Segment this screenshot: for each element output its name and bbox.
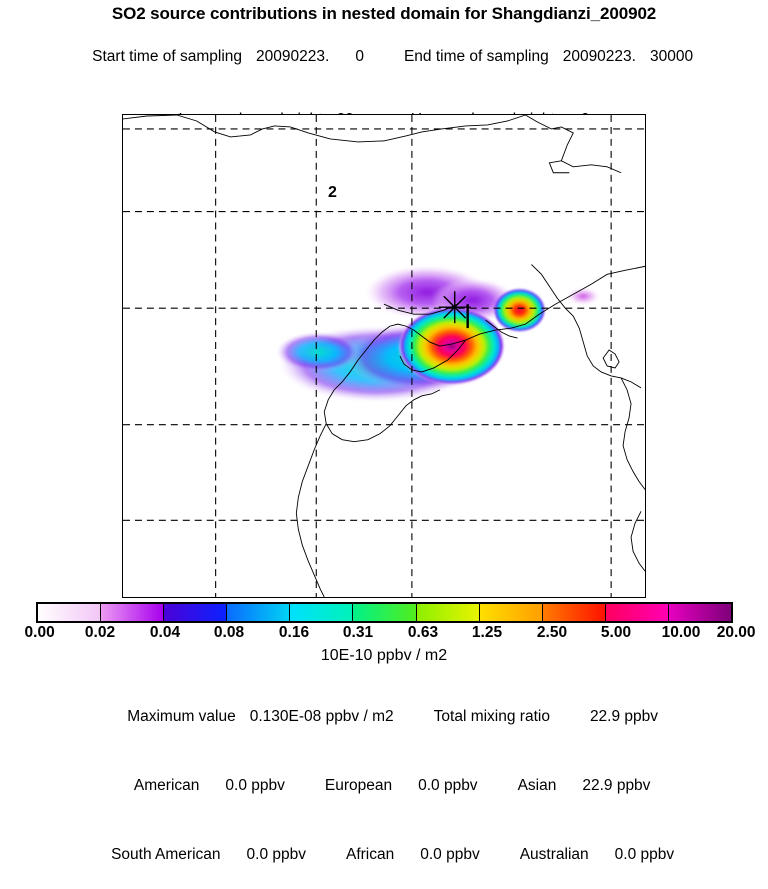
statistics-block: Maximum value 0.130E-08 ppbv / m2 Total mi…: [0, 682, 768, 889]
colorbar-band-10: [668, 604, 732, 621]
end-date-value: 20090223.: [562, 48, 636, 65]
colorbar-tick-6: 0.63: [407, 624, 439, 641]
max-value: 0.130E-08 ppbv / m2: [249, 708, 394, 725]
max-value-label: Maximum value: [127, 708, 236, 725]
colorbar-tick-8: 2.50: [536, 624, 568, 641]
colorbar-band-6: [416, 604, 480, 621]
colorbar-tick-9: 5.00: [600, 624, 632, 641]
region-name-asian: Asian: [517, 777, 557, 794]
colorbar-unit-label: 10E-10 ppbv / m2: [320, 647, 448, 664]
region-name-south-american: South American: [111, 846, 221, 863]
colorbar-band-7: [479, 604, 543, 621]
start-date-value: 20090223.: [256, 48, 330, 65]
start-time-label: Start time of sampling: [92, 48, 243, 65]
concentration-field: [276, 265, 601, 402]
colorbar-tick-7: 1.25: [471, 624, 503, 641]
map-plot-area[interactable]: 2: [122, 114, 646, 598]
end-time-value: 30000: [649, 48, 694, 65]
colorbar-band-3: [227, 604, 291, 621]
colorbar-band-4: [290, 604, 354, 621]
colorbar-tick-5: 0.31: [342, 624, 374, 641]
max-and-total-line: Maximum value 0.130E-08 ppbv / m2 Total mi…: [0, 682, 768, 751]
region-row-1: American 0.0 ppbv European 0.0 ppbv Asian 22.…: [0, 751, 768, 820]
colorbar-tick-2: 0.04: [149, 624, 181, 641]
region-value-european: 0.0 ppbv: [418, 777, 478, 794]
end-time-label: End time of sampling: [403, 48, 549, 65]
region-name-american: American: [133, 777, 200, 794]
region-value-american: 0.0 ppbv: [225, 777, 285, 794]
colorbar-band-2: [164, 604, 228, 621]
region-name-african: African: [346, 846, 395, 863]
region-value-south-american: 0.0 ppbv: [246, 846, 306, 863]
colorbar-tick-4: 0.16: [278, 624, 310, 641]
region-value-asian: 22.9 ppbv: [582, 777, 651, 794]
total-mixing-ratio-label: Total mixing ratio: [433, 708, 550, 725]
colorbar-band-8: [542, 604, 606, 621]
total-mixing-ratio-value: 22.9 ppbv: [589, 708, 659, 725]
page-title: SO2 source contributions in nested domai…: [111, 4, 657, 23]
region-value-australian: 0.0 ppbv: [614, 846, 675, 863]
colorbar-tick-labels: 0.00 0.02 0.04 0.08 0.16 0.31 0.63 1.25 2.50 5.00…: [0, 623, 768, 643]
domain-number-label: 2: [328, 184, 337, 201]
colorbar-tick-11: 20.00: [716, 624, 756, 641]
colorbar-tick-10: 10.00: [661, 624, 701, 641]
region-name-australian: Australian: [519, 846, 589, 863]
map-canvas: [123, 115, 645, 597]
region-row-2: South American 0.0 ppbv African 0.0 ppbv Aus…: [0, 820, 768, 889]
sampling-time-line: Start time of sampling 20090223. 0 End time…: [0, 25, 768, 88]
colorbar-band-0: [38, 604, 102, 621]
release-marker-icon: [438, 291, 471, 324]
colorbar-tick-0: 0.00: [24, 624, 55, 641]
coastline-layer: [123, 115, 645, 597]
region-value-african: 0.0 ppbv: [420, 846, 480, 863]
colorbar-tick-1: 0.02: [84, 624, 116, 641]
graticule-layer: [123, 115, 645, 597]
colorbar[interactable]: [36, 602, 733, 623]
region-name-european: European: [324, 777, 393, 794]
start-time-value: 0: [355, 48, 364, 65]
colorbar-band-5: [353, 604, 417, 621]
colorbar-band-9: [605, 604, 669, 621]
colorbar-block: 0.00 0.02 0.04 0.08 0.16 0.31 0.63 1.25 2.50 5.00…: [0, 602, 768, 668]
colorbar-band-1: [101, 604, 165, 621]
colorbar-tick-3: 0.08: [213, 624, 245, 641]
